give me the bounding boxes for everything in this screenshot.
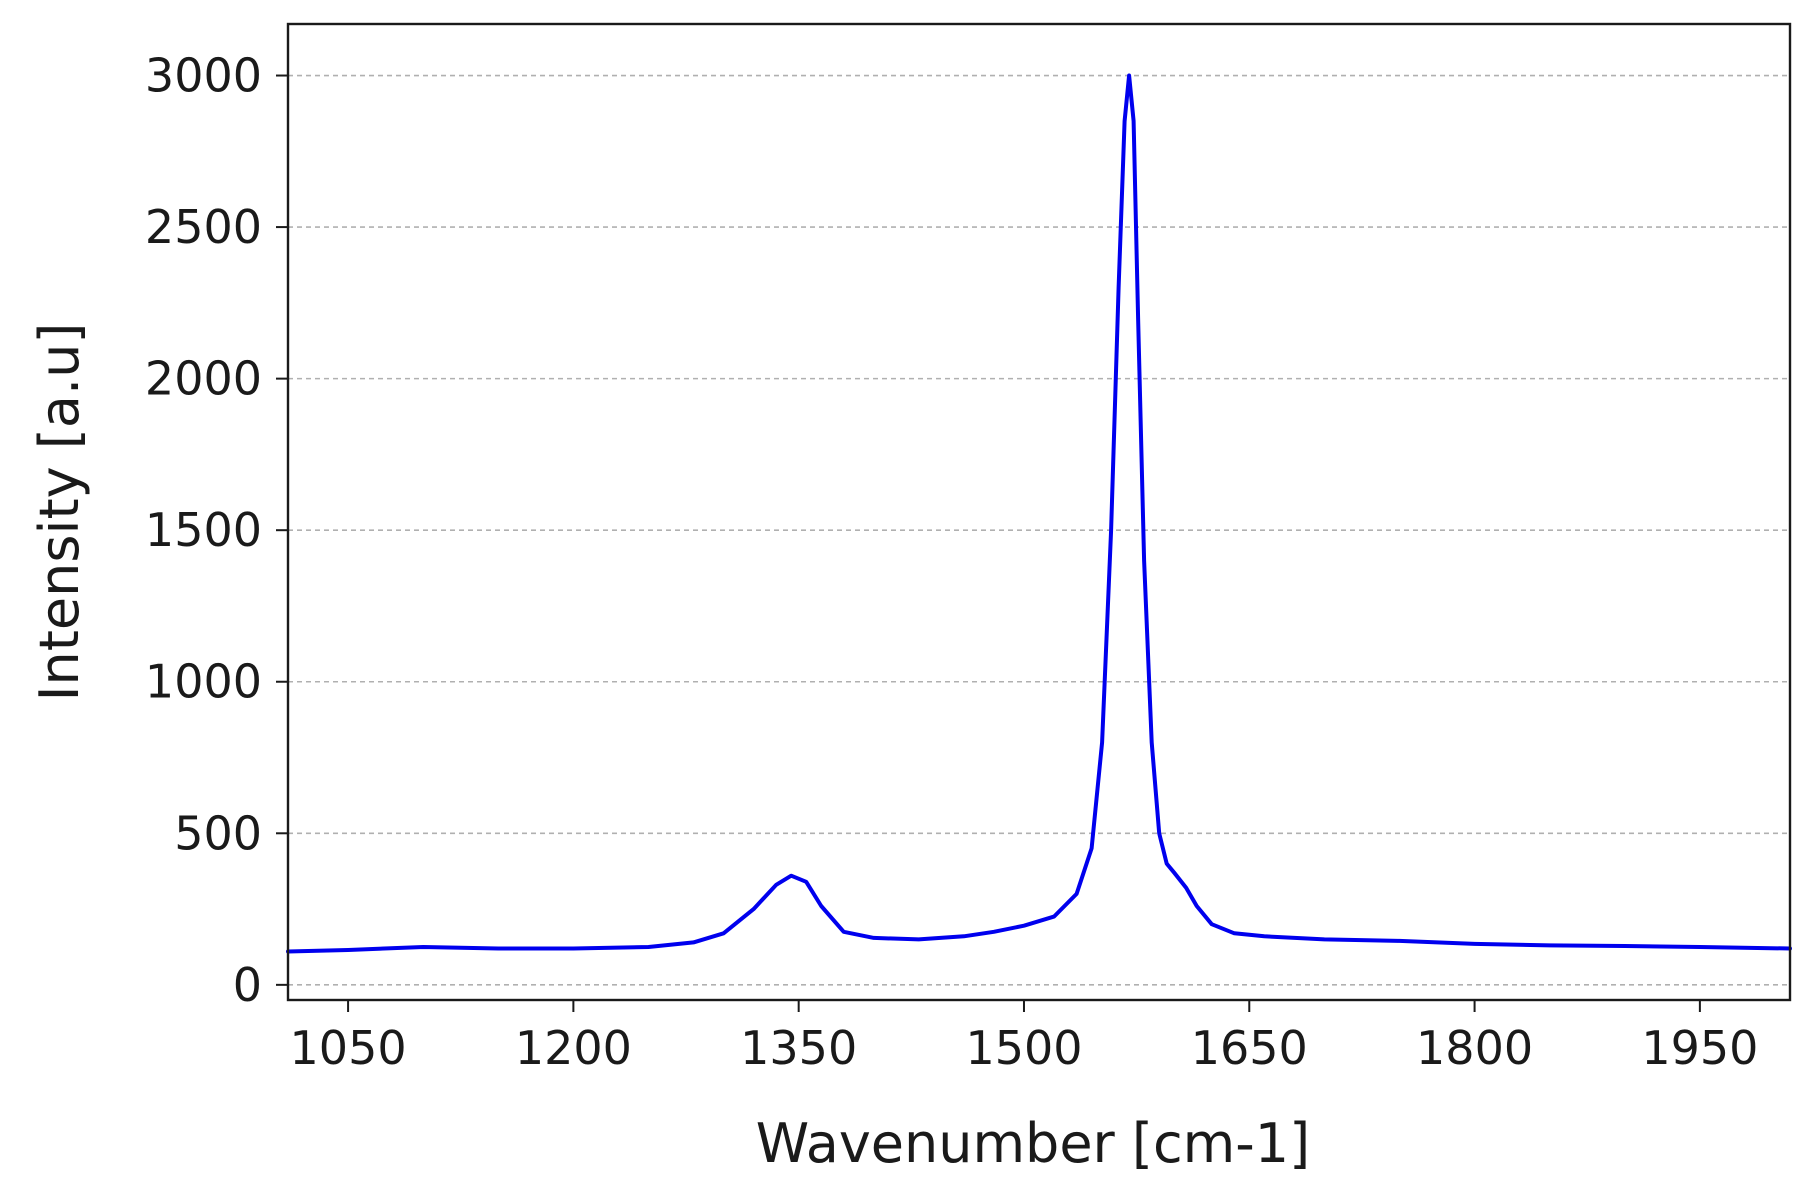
- y-axis-title: Intensity [a.u]: [28, 323, 91, 702]
- y-tick-label: 2000: [145, 352, 262, 406]
- x-tick-label: 1500: [965, 1021, 1082, 1075]
- x-tick-label: 1800: [1416, 1021, 1533, 1075]
- y-tick-label: 500: [174, 806, 262, 860]
- y-tick-label: 1500: [145, 503, 262, 557]
- y-tick-label: 3000: [145, 49, 262, 103]
- x-axis-title: Wavenumber [cm-1]: [756, 1112, 1310, 1175]
- grid-lines: [288, 74, 1790, 986]
- y-tick-label: 0: [233, 958, 262, 1012]
- y-tick-label: 2500: [145, 200, 262, 254]
- x-tick-label: 1650: [1191, 1021, 1308, 1075]
- x-tick-label: 1950: [1641, 1021, 1758, 1075]
- x-tick-label: 1200: [515, 1021, 632, 1075]
- x-axis: 1050 1200 1350 1500 1650 1800 1950: [290, 1000, 1758, 1075]
- plot-frame: [286, 22, 1792, 1002]
- spectrum-line: [286, 73, 1792, 954]
- y-tick-label: 1000: [145, 655, 262, 709]
- x-tick-label: 1350: [740, 1021, 857, 1075]
- y-axis: 0 500 1000 1500 2000 2500 3000: [145, 49, 288, 1012]
- x-tick-label: 1050: [290, 1021, 407, 1075]
